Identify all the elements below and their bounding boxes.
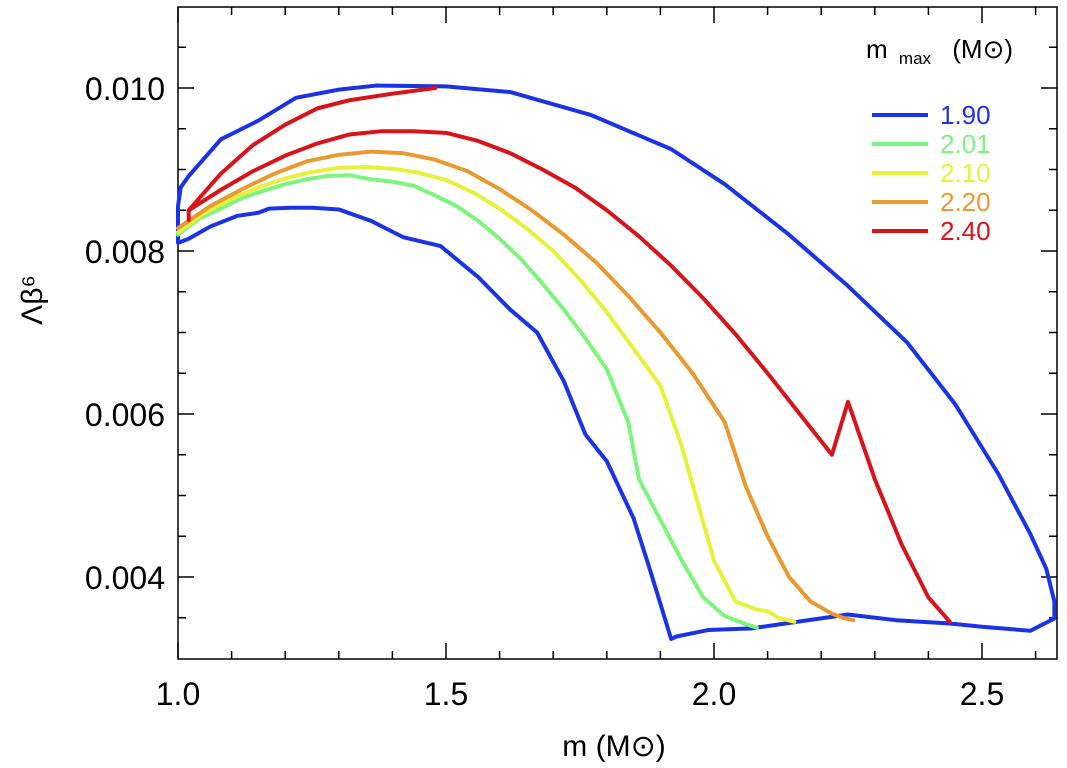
legend: m max (M⊙) 1.902.012.102.202.40 (866, 34, 1013, 246)
y-tick-label: 0.004 (85, 560, 165, 596)
y-tick-label: 0.006 (85, 397, 165, 433)
x-tick-label: 2.5 (960, 676, 1004, 712)
series-lines (176, 83, 1057, 641)
series-line-2-20 (176, 149, 856, 623)
legend-label: 2.20 (940, 187, 991, 217)
series-line-2-40-upper (186, 86, 438, 213)
x-tick-label: 1.5 (424, 676, 468, 712)
legend-label: 1.90 (940, 100, 991, 130)
series-line-2-10 (176, 165, 797, 624)
legend-title-unit: (M⊙) (952, 34, 1013, 64)
x-tick-labels: 1.0 1.5 2.0 2.5 (156, 676, 1004, 712)
axis-ticks (177, 7, 1057, 659)
y-axis-label: Λβ⁶ (16, 275, 49, 325)
legend-label: 2.40 (940, 216, 991, 246)
plot-frame (177, 6, 1058, 660)
x-tick-label: 2.0 (692, 676, 736, 712)
y-tick-labels: 0.004 0.006 0.008 0.010 (85, 71, 165, 596)
legend-items: 1.902.012.102.202.40 (872, 100, 991, 246)
legend-label: 2.01 (940, 129, 991, 159)
y-tick-label: 0.008 (85, 234, 165, 270)
legend-label: 2.10 (940, 158, 991, 188)
series-line-1-90 (176, 83, 1057, 641)
legend-title-sub: max (899, 49, 932, 68)
series-line-2-40 (186, 129, 952, 624)
x-axis-label: m (M⊙) (562, 730, 665, 763)
legend-title: m max (M⊙) (866, 34, 1013, 70)
series-line-2-01 (176, 173, 759, 630)
x-tick-label: 1.0 (156, 676, 200, 712)
legend-title-main: m (866, 34, 888, 64)
y-tick-label: 0.010 (85, 71, 165, 107)
